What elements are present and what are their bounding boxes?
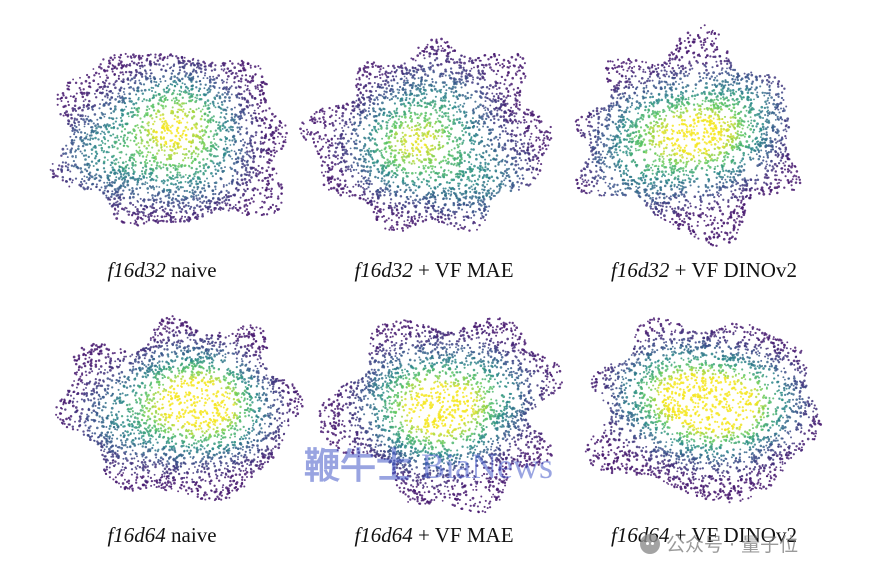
caption-model: f16d64 xyxy=(107,523,165,547)
scatter-panel-f16d64-naive xyxy=(55,315,304,501)
caption-suffix: + VF MAE xyxy=(413,523,514,547)
wechat-icon xyxy=(640,534,660,554)
caption-f16d32-vf-mae: f16d32 + VF MAE xyxy=(354,258,513,283)
scatter-panel-f16d32-vf-dinov2 xyxy=(575,24,802,247)
caption-model: f16d32 xyxy=(354,258,412,282)
caption-model: f16d32 xyxy=(611,258,669,282)
watermark-qbit-text: 公众号 · 量子位 xyxy=(666,530,798,557)
caption-f16d32-vf-dinov2: f16d32 + VF DINOv2 xyxy=(611,258,797,283)
watermark-bianews-cn: 鞭牛士 xyxy=(304,446,412,486)
caption-suffix: naive xyxy=(166,258,217,282)
watermark-bianews: 鞭牛士 BiaNews xyxy=(304,437,553,489)
caption-model: f16d32 xyxy=(107,258,165,282)
caption-f16d32-naive: f16d32 naive xyxy=(107,258,216,283)
watermark-bianews-en: BiaNews xyxy=(421,446,553,486)
caption-f16d64-naive: f16d64 naive xyxy=(107,523,216,548)
caption-suffix: + VF MAE xyxy=(413,258,514,282)
scatter-panel-f16d64-vf-dinov2 xyxy=(585,317,822,503)
caption-suffix: naive xyxy=(166,523,217,547)
caption-f16d64-vf-mae: f16d64 + VF MAE xyxy=(354,523,513,548)
scatter-panel-f16d32-vf-mae xyxy=(299,38,552,232)
watermark-qbit: 公众号 · 量子位 xyxy=(640,530,798,557)
scatter-panel-f16d32-naive xyxy=(50,53,288,227)
caption-model: f16d64 xyxy=(354,523,412,547)
caption-suffix: + VF DINOv2 xyxy=(669,258,797,282)
